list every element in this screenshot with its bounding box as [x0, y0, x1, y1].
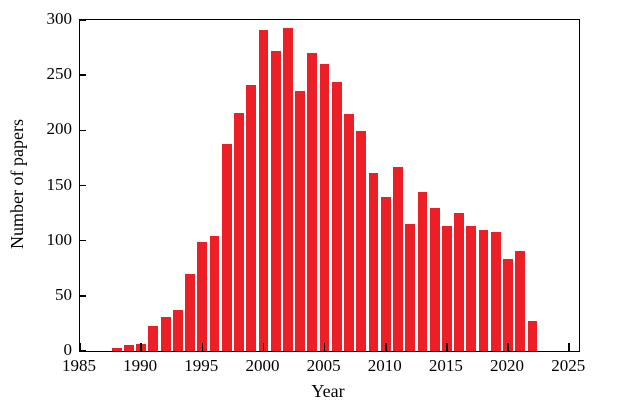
bar-2020 — [503, 259, 513, 351]
bar-1989 — [124, 345, 134, 351]
x-tick-label-2010: 2010 — [367, 356, 402, 375]
y-tick-label-50: 50 — [55, 284, 72, 304]
x-tick-2000 — [262, 343, 265, 351]
bar-2011 — [393, 166, 403, 351]
y-tick-150 — [80, 184, 86, 187]
x-tick-label-2025: 2025 — [551, 356, 586, 375]
bar-1994 — [185, 273, 195, 351]
bar-2022 — [527, 321, 538, 351]
bar-1999 — [246, 85, 257, 351]
x-tick-2015 — [446, 343, 448, 351]
x-tick-label-1990: 1990 — [123, 356, 158, 375]
bar-2010 — [380, 196, 391, 351]
y-tick-label-300: 300 — [46, 9, 73, 28]
y-tick-label-0: 0 — [63, 340, 73, 359]
y-tick-label-100: 100 — [46, 229, 73, 249]
y-tick-300 — [80, 19, 86, 21]
bar-1995 — [197, 241, 208, 351]
x-tick-1995 — [201, 343, 204, 351]
bar-2014 — [429, 207, 440, 351]
y-tick-200 — [80, 129, 86, 132]
bar-1992 — [160, 316, 171, 351]
x-tick-2020 — [507, 343, 509, 351]
bar-2009 — [368, 173, 379, 351]
x-tick-label-2015: 2015 — [428, 356, 463, 375]
bar-2002 — [283, 27, 293, 351]
plot-area — [79, 19, 580, 352]
x-tick-1985 — [79, 343, 81, 351]
bar-2005 — [319, 64, 330, 351]
x-tick-label-2005: 2005 — [306, 356, 341, 375]
x-tick-1990 — [140, 343, 142, 351]
bar-2001 — [270, 50, 281, 351]
y-tick-label-250: 250 — [46, 64, 73, 84]
bar-2016 — [454, 213, 465, 351]
x-tick-2025 — [568, 343, 570, 351]
bar-2007 — [344, 113, 354, 351]
x-tick-label-2020: 2020 — [490, 356, 525, 375]
bar-2013 — [417, 192, 428, 351]
x-tick-2005 — [323, 343, 326, 351]
x-tick-label-1995: 1995 — [184, 356, 219, 375]
y-tick-250 — [80, 74, 86, 76]
x-tick-2010 — [384, 343, 387, 351]
bar-2015 — [442, 226, 452, 351]
bar-1996 — [209, 236, 220, 351]
y-tick-label-150: 150 — [46, 174, 73, 194]
bar-2018 — [478, 229, 489, 351]
bar-2019 — [490, 231, 501, 351]
bar-2004 — [307, 53, 318, 351]
bar-2003 — [295, 90, 306, 351]
x-axis-title: Year — [311, 381, 345, 401]
y-tick-50 — [80, 295, 86, 297]
bar-2006 — [331, 81, 342, 351]
x-tick-label-1985: 1985 — [62, 356, 96, 375]
y-tick-100 — [80, 239, 86, 242]
bar-2012 — [405, 224, 416, 351]
bar-1997 — [221, 143, 232, 351]
bar-2008 — [356, 131, 367, 351]
bar-2000 — [258, 29, 269, 351]
bar-1993 — [172, 310, 183, 351]
bar-2021 — [515, 250, 526, 351]
bar-2017 — [466, 226, 477, 351]
bar-1998 — [234, 112, 244, 351]
bar-1988 — [111, 347, 122, 351]
y-tick-label-200: 200 — [46, 119, 73, 139]
bar-1991 — [148, 325, 159, 351]
y-tick-0 — [80, 350, 86, 352]
x-tick-label-2000: 2000 — [245, 356, 280, 375]
